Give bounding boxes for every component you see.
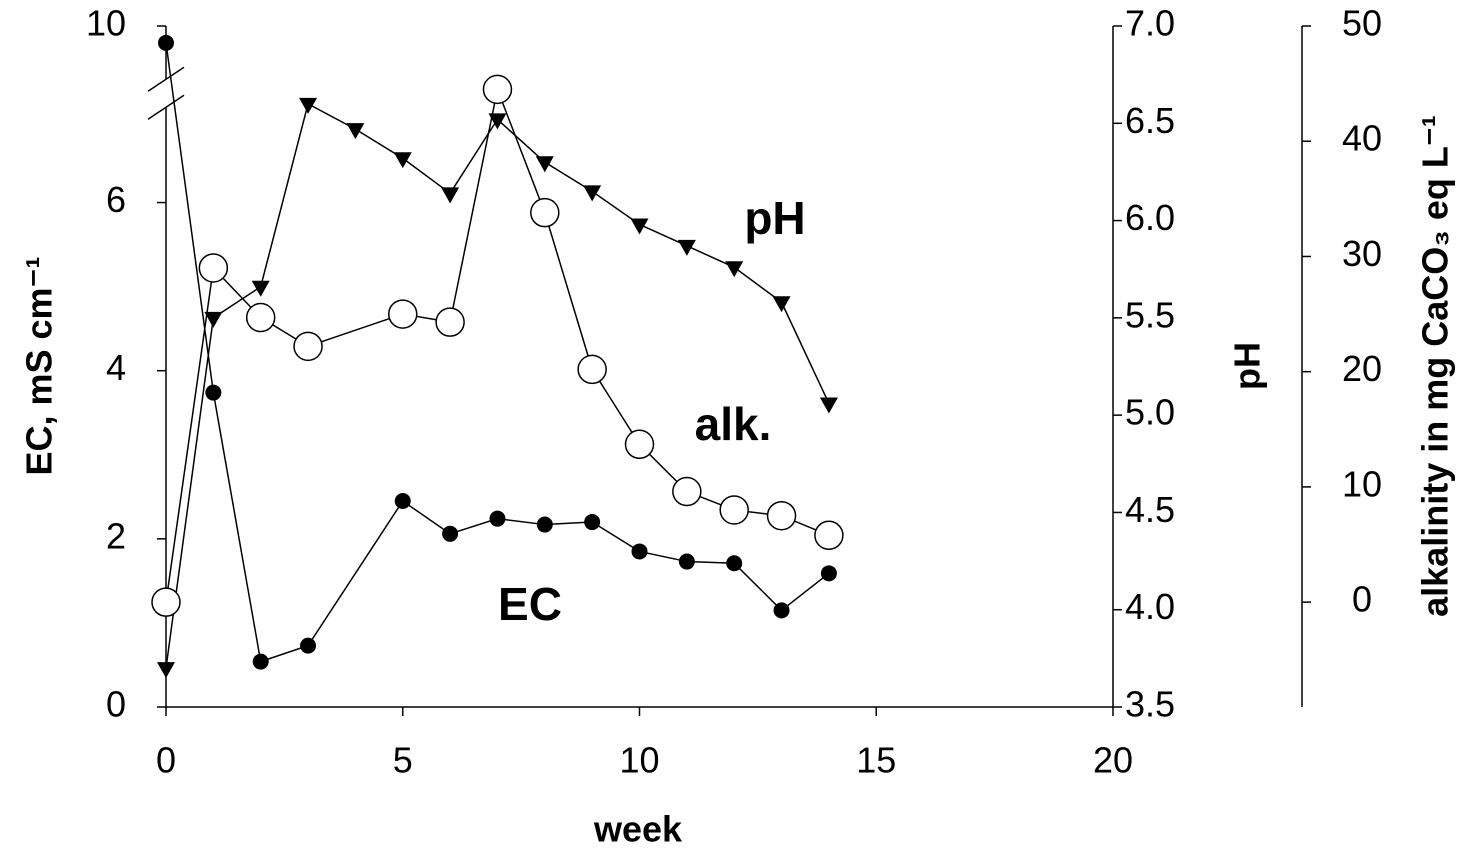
y-axis-title: EC, mS cm⁻¹ bbox=[19, 256, 60, 475]
series-label: pH bbox=[744, 192, 805, 244]
point bbox=[536, 516, 553, 533]
point bbox=[719, 495, 749, 525]
point bbox=[245, 302, 276, 333]
y3-tick-label: 20 bbox=[1342, 348, 1382, 389]
point bbox=[198, 253, 229, 283]
point bbox=[630, 218, 649, 235]
point bbox=[158, 34, 174, 51]
axis-break bbox=[147, 66, 185, 92]
point bbox=[346, 123, 365, 140]
point bbox=[488, 113, 507, 130]
y2-tick-label: 6.5 bbox=[1125, 100, 1175, 141]
point bbox=[442, 525, 459, 542]
point bbox=[530, 197, 560, 228]
y-tick-label: 2 bbox=[106, 515, 126, 556]
y2-tick-label: 5.0 bbox=[1125, 392, 1175, 433]
point bbox=[820, 565, 837, 582]
y2-axis-title: pH bbox=[1227, 342, 1268, 390]
point bbox=[577, 354, 607, 385]
point bbox=[631, 543, 648, 560]
x-tick-label: 15 bbox=[856, 740, 896, 781]
point bbox=[482, 74, 513, 105]
y2-tick-label: 5.5 bbox=[1125, 294, 1175, 335]
point bbox=[624, 429, 655, 460]
y3-tick-label: 10 bbox=[1342, 463, 1382, 504]
series-label: EC bbox=[498, 578, 562, 630]
point bbox=[435, 307, 465, 337]
point bbox=[726, 555, 743, 572]
point bbox=[204, 311, 223, 328]
y2-tick-label: 6.0 bbox=[1125, 197, 1175, 238]
x-tick-label: 20 bbox=[1093, 740, 1133, 781]
y2-tick-label: 4.0 bbox=[1125, 586, 1175, 627]
point bbox=[535, 156, 554, 173]
point bbox=[766, 500, 797, 531]
y2-tick-label: 7.0 bbox=[1125, 3, 1175, 44]
y2-tick-label: 3.5 bbox=[1125, 684, 1175, 725]
point bbox=[205, 384, 222, 401]
point bbox=[583, 185, 602, 202]
point bbox=[299, 97, 318, 114]
y-tick-label: 0 bbox=[106, 684, 126, 725]
x-axis-title: week bbox=[593, 809, 683, 850]
point bbox=[394, 493, 411, 510]
y2-tick-label: 4.5 bbox=[1125, 489, 1175, 530]
point bbox=[819, 397, 838, 414]
point bbox=[678, 553, 695, 570]
y3-axis-title: alkalinity in mg CaCO₃ eq L⁻¹ bbox=[1415, 115, 1456, 617]
point bbox=[293, 331, 323, 362]
y3-tick-label: 40 bbox=[1342, 118, 1382, 159]
y-tick-label: 4 bbox=[106, 347, 126, 388]
point bbox=[300, 637, 317, 654]
series-label: alk. bbox=[695, 398, 772, 450]
point bbox=[252, 653, 269, 670]
point bbox=[677, 239, 696, 256]
axis-break bbox=[147, 94, 185, 120]
point bbox=[151, 587, 181, 617]
x-tick-label: 5 bbox=[393, 740, 413, 781]
point bbox=[772, 296, 791, 313]
point bbox=[672, 476, 702, 507]
point bbox=[388, 299, 418, 329]
y3-tick-label: 0 bbox=[1352, 579, 1372, 620]
y-tick-label: 6 bbox=[106, 179, 126, 220]
point bbox=[814, 520, 844, 551]
point bbox=[441, 187, 460, 204]
point bbox=[584, 514, 601, 531]
point bbox=[393, 152, 412, 169]
y3-tick-label: 50 bbox=[1342, 3, 1382, 44]
point bbox=[773, 602, 790, 619]
x-tick-label: 10 bbox=[619, 740, 659, 781]
point bbox=[489, 510, 506, 527]
point bbox=[251, 280, 270, 297]
x-tick-label: 0 bbox=[156, 740, 176, 781]
point bbox=[157, 662, 175, 679]
y3-tick-label: 30 bbox=[1342, 233, 1382, 274]
point bbox=[725, 261, 744, 278]
y-tick-label: 10 bbox=[86, 3, 126, 44]
